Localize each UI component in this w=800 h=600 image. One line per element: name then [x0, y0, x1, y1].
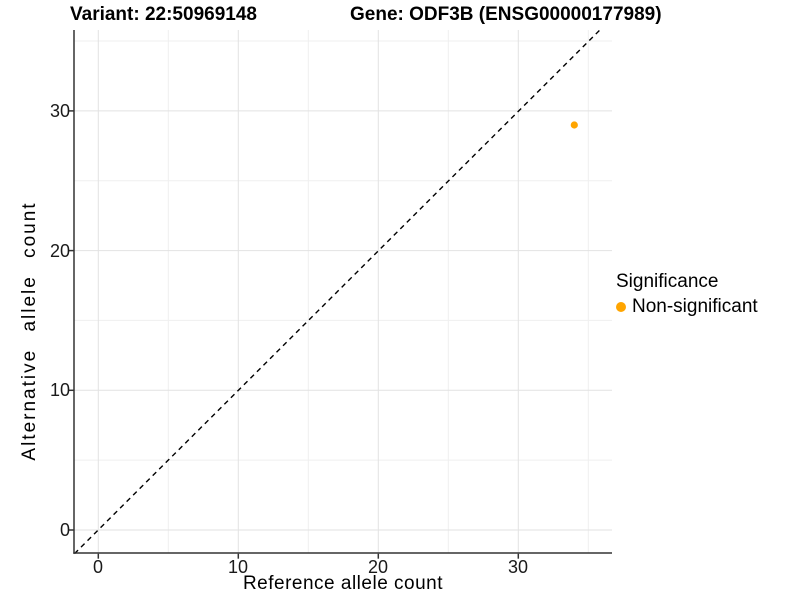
tick-marks	[68, 110, 520, 559]
axis-lines	[73, 30, 612, 554]
y-tick-30: 30	[49, 101, 70, 121]
x-tick-30: 30	[507, 557, 529, 577]
y-tick-10: 10	[49, 380, 70, 400]
x-tick-0: 0	[92, 557, 103, 577]
legend-entry-non-significant[interactable]: Non-significant	[616, 296, 758, 318]
identity-dashed-line	[74, 29, 601, 555]
legend-title: Significance	[616, 271, 719, 292]
x-axis-title: Reference allele count	[242, 573, 444, 594]
legend-entry-label: Non-significant	[632, 296, 758, 317]
variant-title: Variant: 22:50969148	[70, 4, 257, 25]
gene-title: Gene: ODF3B (ENSG00000177989)	[350, 4, 662, 25]
legend: Significance Non-significant	[616, 271, 758, 318]
y-tick-20: 20	[49, 241, 70, 261]
scatter-data-point[interactable]	[570, 121, 578, 129]
y-axis-title: Alternative allele count	[19, 201, 40, 461]
x-tick-20: 20	[367, 557, 389, 577]
x-tick-10: 10	[227, 557, 249, 577]
grid-major	[74, 30, 612, 553]
grid-minor	[74, 30, 612, 553]
legend-point-icon	[616, 302, 626, 312]
y-tick-0: 0	[59, 520, 70, 540]
